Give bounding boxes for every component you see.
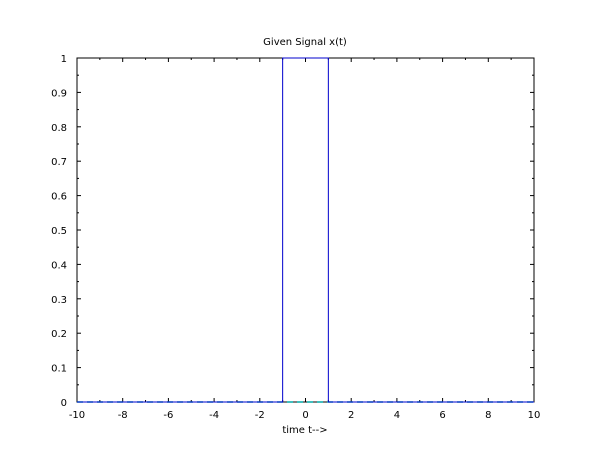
signal-line [77, 57, 534, 403]
x-tick-label: 0 [302, 410, 308, 421]
y-tick-label: 0.6 [51, 192, 67, 203]
x-tick-label: -8 [118, 410, 128, 421]
series-layer [77, 57, 534, 403]
x-tick-label: 10 [528, 410, 541, 421]
y-tick-label: 0 [61, 398, 67, 409]
x-tick-label: 6 [439, 410, 445, 421]
y-tick-label: 1 [61, 54, 67, 65]
x-tick-label: -4 [209, 410, 219, 421]
y-tick-label: 0.2 [51, 329, 67, 340]
y-tick-label: 0.3 [51, 295, 67, 306]
x-tick-label: 2 [348, 410, 354, 421]
x-tick-label: -2 [255, 410, 265, 421]
y-tick-label: 0.4 [51, 260, 67, 271]
y-tick-label: 0.9 [51, 88, 67, 99]
x-tick-label: -10 [69, 410, 85, 421]
plot-area [76, 57, 535, 403]
x-tick-label: 8 [485, 410, 491, 421]
y-axis-ticks: 0 0.1 0.2 0.3 0.4 0.5 0.6 0.7 0.8 0.9 1 [51, 54, 534, 409]
y-tick-label: 0.5 [51, 226, 67, 237]
x-tick-label: 4 [394, 410, 400, 421]
x-axis-ticks: -10 -8 -6 -4 -2 0 2 4 6 8 10 [69, 58, 541, 421]
y-tick-label: 0.1 [51, 364, 67, 375]
x-tick-label: -6 [163, 410, 173, 421]
y-tick-label: 0.8 [51, 123, 67, 134]
y-tick-label: 0.7 [51, 157, 67, 168]
chart-title: Given Signal x(t) [263, 37, 347, 48]
x-axis-label: time t--> [282, 425, 327, 436]
